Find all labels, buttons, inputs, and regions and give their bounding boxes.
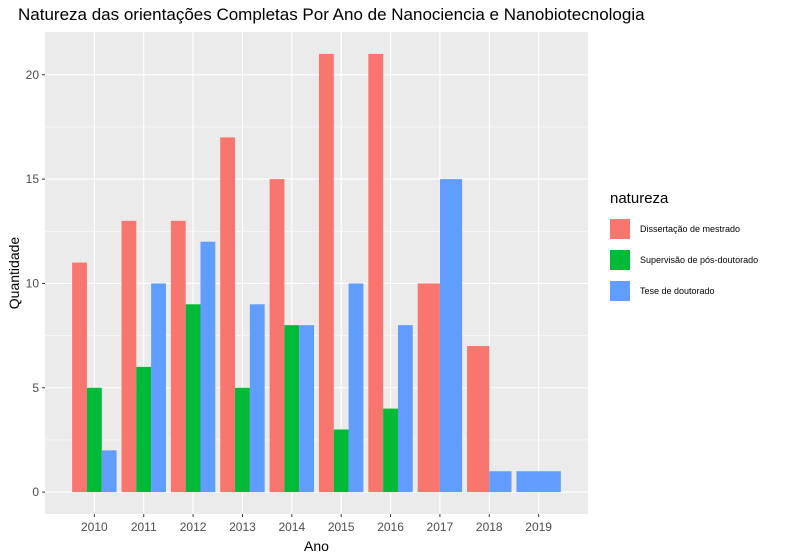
x-tick-label: 2014 bbox=[278, 520, 305, 534]
x-axis-title: Ano bbox=[304, 538, 329, 554]
bar bbox=[136, 366, 152, 493]
legend-item: Dissertação de mestrado bbox=[610, 213, 758, 244]
x-tick-label: 2013 bbox=[229, 520, 256, 534]
bar bbox=[348, 283, 364, 493]
x-tick-label: 2015 bbox=[328, 520, 355, 534]
y-tick-label: 10 bbox=[26, 276, 40, 290]
legend-item: Supervisão de pós-doutorado bbox=[610, 244, 758, 275]
bar bbox=[235, 387, 250, 493]
bar bbox=[489, 471, 512, 493]
legend-key bbox=[610, 218, 630, 239]
x-tick-label: 2011 bbox=[131, 520, 157, 534]
x-tick-label: 2017 bbox=[427, 520, 454, 534]
legend-label: Supervisão de pós-doutorado bbox=[640, 254, 759, 265]
bar bbox=[86, 387, 102, 493]
y-tick-label: 0 bbox=[32, 485, 39, 499]
bar bbox=[397, 325, 413, 493]
legend: natureza Dissertação de mestrado Supervis… bbox=[610, 190, 758, 306]
bar bbox=[170, 220, 186, 493]
legend-item: Tese de doutorado bbox=[610, 275, 758, 306]
x-tick-label: 2010 bbox=[81, 520, 108, 534]
bar bbox=[467, 346, 490, 493]
bar bbox=[516, 471, 561, 493]
bar bbox=[318, 53, 334, 493]
bar bbox=[368, 53, 384, 493]
legend-title: natureza bbox=[610, 190, 669, 207]
bar bbox=[249, 304, 265, 493]
y-tick-label: 15 bbox=[26, 172, 40, 186]
legend-items: Dissertação de mestrado Supervisão de pós… bbox=[610, 213, 758, 306]
y-tick-label: 5 bbox=[32, 381, 39, 395]
y-tick-label: 20 bbox=[26, 68, 40, 82]
x-tick-label: 2016 bbox=[377, 520, 404, 534]
bar bbox=[200, 241, 216, 493]
bar bbox=[121, 220, 137, 493]
legend-label: Dissertação de mestrado bbox=[640, 223, 741, 234]
legend-label: Tese de doutorado bbox=[640, 285, 715, 296]
legend-key bbox=[610, 249, 630, 270]
bar bbox=[439, 179, 463, 493]
bar bbox=[101, 450, 117, 493]
bar bbox=[383, 408, 398, 493]
legend-key bbox=[610, 280, 630, 301]
x-tick-label: 2018 bbox=[476, 520, 503, 534]
bar bbox=[299, 325, 315, 493]
y-axis-title: Quantidade bbox=[6, 237, 22, 310]
bar bbox=[72, 262, 87, 493]
chart-title: Natureza das orientações Completas Por A… bbox=[18, 5, 645, 24]
bar bbox=[417, 283, 440, 493]
bar bbox=[284, 325, 300, 493]
x-tick-label: 2019 bbox=[525, 520, 552, 534]
bar bbox=[269, 179, 285, 493]
x-tick-label: 2012 bbox=[180, 520, 207, 534]
bar bbox=[333, 429, 349, 493]
bar bbox=[220, 137, 236, 493]
bar bbox=[185, 304, 201, 493]
bar bbox=[151, 283, 166, 493]
